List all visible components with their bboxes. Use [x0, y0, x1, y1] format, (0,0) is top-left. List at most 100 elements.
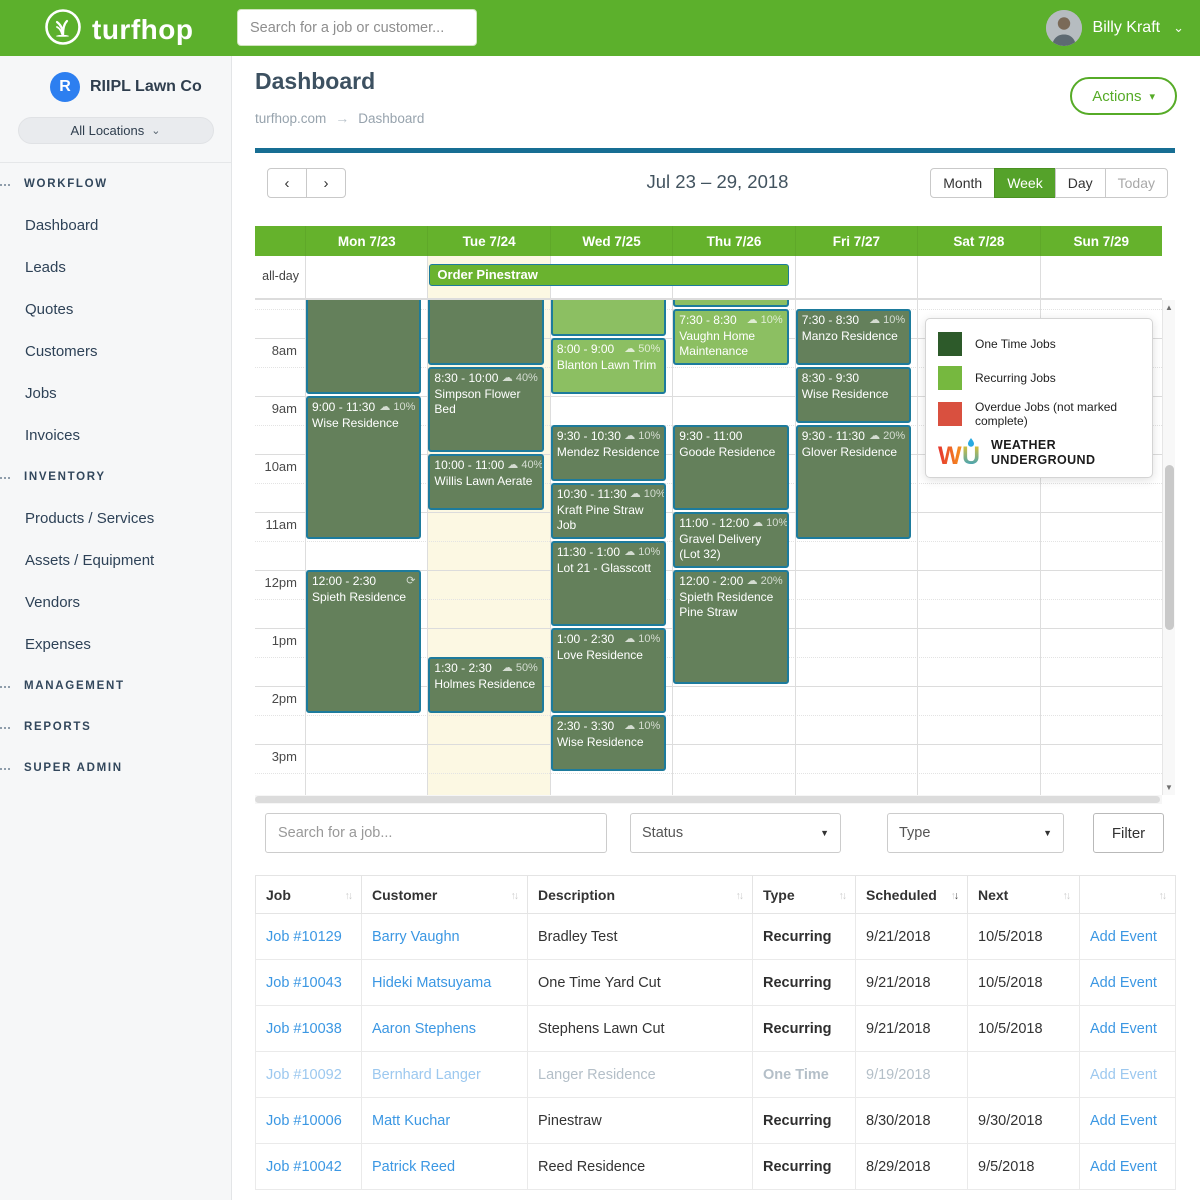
job-cell: Job #10043 — [255, 959, 362, 1006]
view-button-day[interactable]: Day — [1054, 168, 1106, 198]
sidebar-item-dashboard[interactable]: Dashboard — [25, 216, 99, 234]
column-header-blank[interactable]: ↑↓ — [1079, 875, 1176, 914]
next-cell: 9/30/2018 — [967, 1097, 1080, 1144]
calendar-event[interactable]: 11:00 - 12:00 ☁ 10% Gravel Delivery (Lot 3… — [673, 512, 789, 568]
column-header-customer[interactable]: Customer ↑↓ — [361, 875, 528, 914]
customer-link[interactable]: Barry Vaughn — [372, 928, 460, 945]
column-header-description[interactable]: Description ↑↓ — [527, 875, 753, 914]
calendar-event[interactable]: 8:00 - 9:00 ☁ 50% Blanton Lawn Trim — [550, 338, 667, 394]
sort-icons[interactable]: ↑↓ — [345, 887, 354, 902]
calendar-event[interactable]: 12:00 - 2:00 ☁ 20% Spieth Residence Pine S… — [673, 570, 789, 684]
wu-icon: W U — [938, 438, 980, 468]
sort-icons[interactable]: ↑↓ — [1159, 887, 1168, 902]
sidebar-item-quotes[interactable]: Quotes — [25, 300, 74, 318]
job-link[interactable]: Job #10042 — [266, 1158, 342, 1175]
calendar-event[interactable]: 2:30 - 3:30 ☁ 10% Wise Residence — [550, 715, 667, 771]
event-weather: ☁ 50% — [624, 343, 661, 355]
calendar-event[interactable]: 12:00 - 2:30 ⟳ Spieth Residence — [306, 570, 422, 713]
scroll-down-icon[interactable]: ▼ — [1165, 783, 1173, 792]
all-day-event[interactable]: Order Pinestraw — [429, 264, 789, 286]
calendar-event[interactable]: 10:30 - 11:30 ☁ 10% Kraft Pine Straw Job — [550, 483, 667, 539]
day-header-thu-7-26: Thu 7/26 — [672, 226, 794, 256]
job-link[interactable]: Job #10092 — [266, 1066, 342, 1083]
event-time-row: 12:00 - 2:00 ☁ 20% — [679, 574, 782, 590]
job-search-input[interactable] — [265, 813, 607, 853]
sidebar-item-expenses[interactable]: Expenses — [25, 635, 91, 653]
calendar-event[interactable]: 7:30 - 8:30 ☁ 10% Vaughn Home Maintenance — [673, 309, 789, 365]
weather-underground-logo: W U WEATHER UNDERGROUND — [938, 438, 1140, 468]
add-event-link[interactable]: Add Event — [1090, 1020, 1157, 1037]
sort-icons[interactable]: ↑↓ — [736, 887, 745, 902]
calendar-horizontal-scrollbar[interactable] — [255, 795, 1162, 804]
calendar-event[interactable]: 8:30 - 10:00 ☁ 40% Simpson Flower Bed — [428, 367, 544, 452]
locations-dropdown[interactable]: All Locations ⌄ — [17, 117, 214, 144]
hscrollbar-thumb[interactable] — [255, 796, 1160, 803]
breadcrumb-root[interactable]: turfhop.com — [255, 110, 327, 126]
event-title: Willis Lawn Aerate — [434, 473, 533, 488]
sidebar-item-vendors[interactable]: Vendors — [25, 593, 81, 611]
user-menu[interactable]: Billy Kraft ⌄ — [1045, 10, 1184, 46]
filter-button[interactable]: Filter — [1093, 813, 1164, 853]
status-select[interactable]: Status ▼ — [630, 813, 841, 853]
column-header-type[interactable]: Type ↑↓ — [752, 875, 856, 914]
calendar-event[interactable]: 9:30 - 11:00 Goode Residence — [673, 425, 789, 510]
calendar-event[interactable]: 8:30 - 9:30 Wise Residence — [795, 367, 912, 423]
app-logo[interactable]: turfhop — [44, 8, 193, 51]
sort-icons[interactable]: ↑↓ — [951, 887, 960, 902]
sidebar-item-leads[interactable]: Leads — [25, 258, 66, 276]
job-link[interactable]: Job #10129 — [266, 928, 342, 945]
global-search-input[interactable] — [237, 9, 477, 46]
sidebar-item-jobs[interactable]: Jobs — [25, 384, 57, 402]
customer-link[interactable]: Patrick Reed — [372, 1158, 456, 1175]
view-button-month[interactable]: Month — [930, 168, 996, 198]
job-link[interactable]: Job #10006 — [266, 1112, 342, 1129]
sidebar-item-invoices[interactable]: Invoices — [25, 426, 81, 444]
calendar-event[interactable] — [306, 300, 422, 394]
sidebar-item-customers[interactable]: Customers — [25, 342, 98, 360]
add-event-link[interactable]: Add Event — [1090, 928, 1157, 945]
add-event-link[interactable]: Add Event — [1090, 1158, 1157, 1175]
event-title: Blanton Lawn Trim — [556, 357, 657, 372]
sort-icons[interactable]: ↑↓ — [839, 887, 848, 902]
description-cell: Reed Residence — [527, 1143, 753, 1190]
job-link[interactable]: Job #10043 — [266, 974, 342, 991]
customer-link[interactable]: Aaron Stephens — [372, 1020, 476, 1037]
add-event-link[interactable]: Add Event — [1090, 974, 1157, 991]
customer-link[interactable]: Matt Kuchar — [372, 1112, 451, 1129]
add-event-link[interactable]: Add Event — [1090, 1066, 1157, 1083]
sidebar-item-products-services[interactable]: Products / Services — [25, 509, 155, 527]
calendar-next-button[interactable]: › — [306, 168, 346, 198]
customer-link[interactable]: Hideki Matsuyama — [372, 974, 492, 991]
legend-label: Overdue Jobs (not marked complete) — [975, 400, 1118, 428]
actions-button[interactable]: Actions ▾ — [1070, 77, 1177, 115]
add-event-link[interactable]: Add Event — [1090, 1112, 1157, 1129]
calendar-event[interactable]: 7:30 - 8:30 ☁ 10% Manzo Residence — [795, 309, 912, 365]
view-button-today[interactable]: Today — [1104, 168, 1168, 198]
scroll-up-icon[interactable]: ▲ — [1165, 303, 1173, 312]
view-button-week[interactable]: Week — [994, 168, 1056, 198]
calendar-event[interactable] — [550, 300, 667, 336]
calendar-event[interactable] — [673, 300, 789, 307]
type-select[interactable]: Type ▼ — [887, 813, 1064, 853]
sort-icons[interactable]: ↑↓ — [1063, 887, 1072, 902]
calendar-event[interactable]: 11:30 - 1:00 ☁ 10% Lot 21 - Glasscott — [550, 541, 667, 626]
column-header-scheduled[interactable]: Scheduled ↑↓ — [855, 875, 968, 914]
calendar-event[interactable]: 9:00 - 11:30 ☁ 10% Wise Residence — [306, 396, 422, 539]
calendar-prev-button[interactable]: ‹ — [267, 168, 307, 198]
legend-swatch — [938, 402, 962, 426]
calendar-event[interactable] — [428, 300, 544, 365]
column-header-job[interactable]: Job ↑↓ — [255, 875, 362, 914]
customer-link[interactable]: Bernhard Langer — [372, 1066, 481, 1083]
job-link[interactable]: Job #10038 — [266, 1020, 342, 1037]
sidebar-item-assets-equipment[interactable]: Assets / Equipment — [25, 551, 155, 569]
calendar-event[interactable]: 9:30 - 11:30 ☁ 20% Glover Residence — [795, 425, 912, 539]
sidebar-section-label: MANAGEMENT — [24, 679, 125, 692]
scrollbar-thumb[interactable] — [1165, 465, 1174, 630]
sort-icons[interactable]: ↑↓ — [511, 887, 520, 902]
calendar-event[interactable]: 1:00 - 2:30 ☁ 10% Love Residence — [550, 628, 667, 713]
column-header-next[interactable]: Next ↑↓ — [967, 875, 1080, 914]
calendar-event[interactable]: 9:30 - 10:30 ☁ 10% Mendez Residence — [550, 425, 667, 481]
calendar-event[interactable]: 1:30 - 2:30 ☁ 50% Holmes Residence — [428, 657, 544, 713]
calendar-vertical-scrollbar[interactable]: ▲ ▼ — [1162, 300, 1175, 795]
calendar-event[interactable]: 10:00 - 11:00 ☁ 40% Willis Lawn Aerate — [428, 454, 544, 510]
